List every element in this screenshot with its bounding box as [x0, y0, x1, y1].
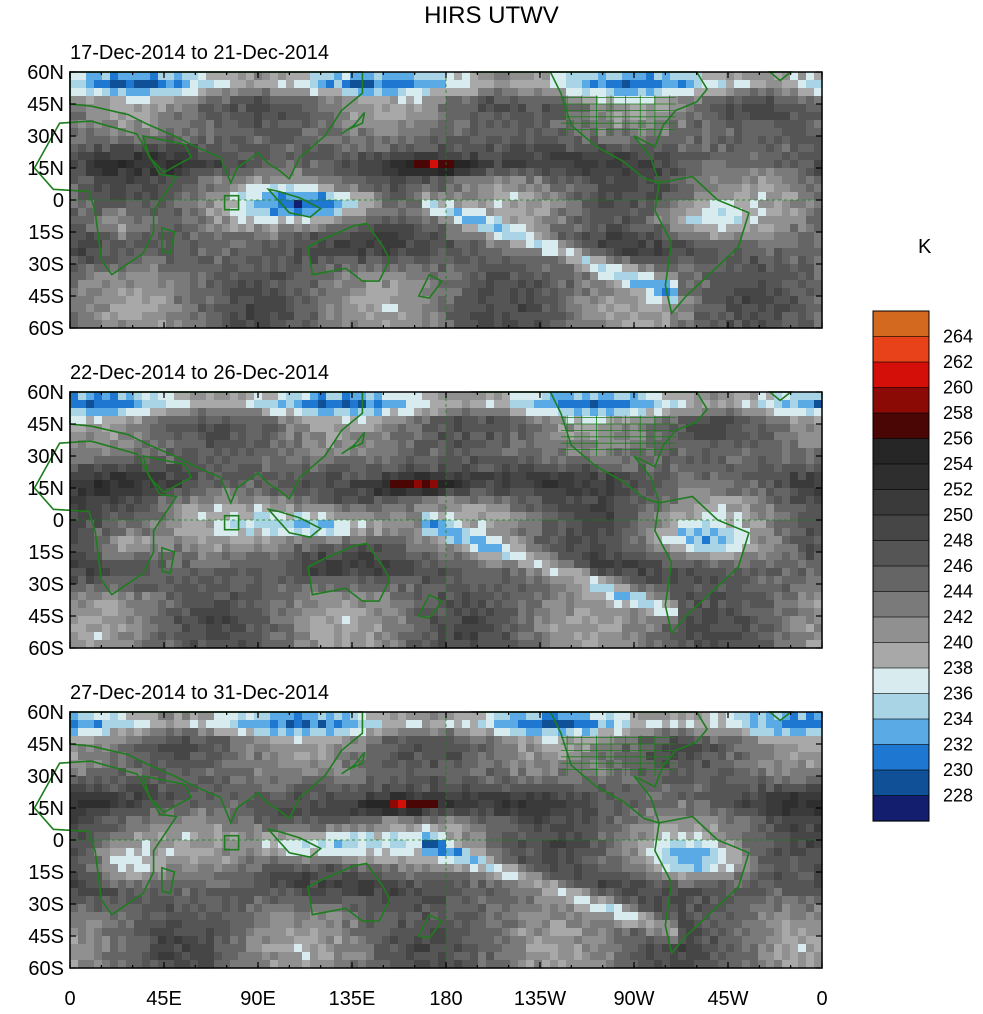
- latitude-tick-label: 0: [53, 510, 64, 532]
- colorbar-level-label: 252: [943, 480, 973, 500]
- colorbar-swatch: [872, 387, 930, 414]
- colorbar-level-label: 262: [943, 352, 973, 372]
- latitude-tick-label: 15S: [28, 862, 64, 884]
- colorbar-level-label: 246: [943, 556, 973, 576]
- colorbar-level-label: 230: [943, 760, 973, 780]
- colorbar-level-label: 258: [943, 403, 973, 423]
- longitude-tick-label: 90W: [613, 988, 655, 1010]
- latitude-tick-label: 15N: [27, 798, 64, 820]
- latitude-tick-label: 60S: [28, 638, 64, 660]
- colorbar-swatch: [872, 693, 930, 720]
- latitude-tick-label: 30S: [28, 894, 64, 916]
- colorbar-swatch: [872, 616, 930, 644]
- latitude-tick-label: 15N: [27, 478, 64, 500]
- colorbar: 264 262 260 258 256 254 252 250 248 246 244 242 240 2…: [872, 310, 973, 822]
- longitude-tick-label: 0: [816, 988, 828, 1010]
- colorbar-swatch: [872, 795, 930, 822]
- colorbar-level-label: 238: [943, 658, 973, 678]
- latitude-tick-label: 15S: [28, 222, 64, 244]
- colorbar-level-label: 248: [943, 531, 973, 551]
- colorbar-swatch: [872, 540, 930, 567]
- latitude-tick-label: 60N: [27, 382, 64, 404]
- colorbar-level-label: 256: [943, 429, 973, 449]
- longitude-tick-label: 45W: [707, 988, 749, 1010]
- latitude-tick-label: 30S: [28, 574, 64, 596]
- colorbar-swatch: [872, 565, 930, 593]
- colorbar-swatch: [872, 463, 930, 491]
- colorbar-level-label: 240: [943, 633, 973, 653]
- latitude-tick-label: 45N: [27, 94, 64, 116]
- panel-3-date-range: 27-Dec-2014 to 31-Dec-2014: [70, 682, 330, 704]
- longitude-tick-label: 45E: [146, 988, 182, 1010]
- latitude-tick-label: 15N: [27, 158, 64, 180]
- colorbar-level-label: 250: [943, 505, 973, 525]
- colorbar-swatch: [872, 642, 930, 669]
- latitude-tick-label: 0: [53, 830, 64, 852]
- map-panel-2: 60N 45N 30N 15N 0 15S 30S 45S 60S: [27, 382, 823, 660]
- latitude-tick-label: 60S: [28, 958, 64, 980]
- longitude-tick-label: 135E: [328, 988, 376, 1010]
- colorbar-unit-label: K: [918, 236, 932, 258]
- latitude-tick-label: 45S: [28, 926, 64, 948]
- latitude-tick-label: 60N: [27, 702, 64, 724]
- colorbar-level-label: 228: [943, 786, 973, 806]
- contour-field: [70, 712, 823, 969]
- colorbar-swatch: [872, 489, 930, 516]
- latitude-tick-label: 30N: [27, 126, 64, 148]
- latitude-tick-label: 45N: [27, 734, 64, 756]
- colorbar-level-label: 254: [943, 454, 973, 474]
- colorbar-level-label: 234: [943, 709, 973, 729]
- map-panel-1: 60N 45N 30N 15N 0 15S 30S 45S 60S: [27, 62, 823, 340]
- latitude-tick-label: 15S: [28, 542, 64, 564]
- colorbar-swatch: [872, 336, 930, 363]
- colorbar-level-label: 242: [943, 607, 973, 627]
- colorbar-swatch: [872, 718, 930, 746]
- longitude-tick-label: 90E: [240, 988, 276, 1010]
- colorbar-level-label: 264: [943, 327, 973, 347]
- latitude-tick-label: 60N: [27, 62, 64, 84]
- latitude-tick-label: 0: [53, 190, 64, 212]
- latitude-tick-label: 45S: [28, 606, 64, 628]
- latitude-tick-label: 30N: [27, 766, 64, 788]
- colorbar-swatch: [872, 361, 930, 389]
- colorbar-swatch: [872, 412, 930, 440]
- latitude-tick-label: 45S: [28, 286, 64, 308]
- colorbar-swatch: [872, 310, 930, 338]
- map-title: HIRS UTWV: [424, 2, 559, 29]
- colorbar-swatch: [872, 438, 930, 465]
- colorbar-swatch: [872, 667, 930, 695]
- map-panel-3: 60N 45N 30N 15N 0 15S 30S 45S 60S: [27, 702, 823, 980]
- panel-2-date-range: 22-Dec-2014 to 26-Dec-2014: [70, 362, 330, 384]
- longitude-tick-label: 180: [429, 988, 463, 1010]
- panel-1-date-range: 17-Dec-2014 to 21-Dec-2014: [70, 42, 330, 64]
- colorbar-level-label: 260: [943, 378, 973, 398]
- contour-field: [70, 392, 823, 649]
- colorbar-swatch: [872, 769, 930, 797]
- colorbar-swatch: [872, 514, 930, 542]
- latitude-tick-label: 60S: [28, 318, 64, 340]
- colorbar-swatch: [872, 591, 930, 618]
- latitude-tick-label: 30N: [27, 446, 64, 468]
- colorbar-level-label: 244: [943, 582, 973, 602]
- colorbar-level-label: 236: [943, 684, 973, 704]
- contour-field: [70, 72, 823, 329]
- longitude-tick-label: 135W: [513, 988, 567, 1010]
- latitude-tick-label: 45N: [27, 414, 64, 436]
- colorbar-level-label: 232: [943, 735, 973, 755]
- latitude-tick-label: 30S: [28, 254, 64, 276]
- longitude-tick-label: 0: [64, 988, 76, 1010]
- colorbar-swatch: [872, 744, 930, 771]
